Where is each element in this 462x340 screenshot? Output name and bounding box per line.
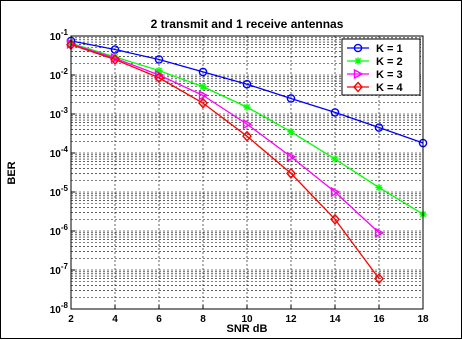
y-tick-label: 10-2 xyxy=(50,67,69,82)
data-point-k1 xyxy=(198,67,208,77)
data-point-k4 xyxy=(198,97,208,109)
y-tick-exponent: -3 xyxy=(61,106,69,115)
star-stroke xyxy=(375,184,383,191)
y-tick-label: 10-4 xyxy=(50,145,69,160)
y-tick-base: 10 xyxy=(50,149,62,160)
data-point-k1 xyxy=(330,108,340,117)
y-tick-base: 10 xyxy=(50,32,62,43)
y-tick-base: 10 xyxy=(50,188,62,199)
y-tick-label: 10-3 xyxy=(50,106,69,121)
legend: K = 1K = 2K = 3K = 4 xyxy=(341,38,421,96)
series-line-k1 xyxy=(70,40,424,144)
y-tick-label: 10-7 xyxy=(50,262,69,277)
data-point-k3 xyxy=(286,151,297,162)
data-point-k4 xyxy=(110,53,120,66)
legend-label: K = 2 xyxy=(376,56,403,68)
series-line-k3 xyxy=(70,43,380,234)
data-point-k4 xyxy=(242,130,252,142)
data-point-k2 xyxy=(331,155,339,163)
y-tick-exponent: -2 xyxy=(61,67,69,76)
x-tick-label: 8 xyxy=(200,314,206,325)
y-tick-exponent: -5 xyxy=(61,184,69,193)
y-tick-exponent: -4 xyxy=(61,145,69,154)
chart-title: 2 transmit and 1 receive antennas xyxy=(151,17,344,31)
y-tick-label: 10-1 xyxy=(50,28,69,43)
y-tick-exponent: -7 xyxy=(61,262,69,271)
data-point-k4 xyxy=(286,167,296,179)
x-tick-label: 18 xyxy=(417,314,429,325)
y-tick-exponent: -6 xyxy=(61,223,69,232)
legend-label: K = 1 xyxy=(376,43,403,55)
y-tick-label: 10-5 xyxy=(50,184,69,199)
data-point-k4 xyxy=(154,72,164,84)
y-tick-exponent: -8 xyxy=(61,301,69,310)
data-point-k1 xyxy=(286,94,296,103)
x-tick-label: 12 xyxy=(285,314,297,325)
data-point-k2 xyxy=(375,183,383,192)
series-line-k4 xyxy=(70,44,380,280)
data-point-k2 xyxy=(287,128,295,136)
x-tick-label: 2 xyxy=(68,314,74,325)
y-tick-label: 10-6 xyxy=(50,223,69,238)
star-stroke xyxy=(243,104,251,111)
y-tick-label: 10-8 xyxy=(50,301,69,316)
star-stroke xyxy=(331,155,339,163)
data-point-k4 xyxy=(330,213,340,225)
data-point-k1 xyxy=(374,123,384,132)
data-point-k3 xyxy=(374,227,385,238)
data-point-k3 xyxy=(198,90,209,101)
x-axis-label: SNR dB xyxy=(227,323,268,335)
legend-label: K = 3 xyxy=(376,69,403,81)
y-tick-base: 10 xyxy=(50,110,62,121)
data-point-k2 xyxy=(199,83,207,91)
legend-marker xyxy=(354,57,362,65)
data-point-k1 xyxy=(110,45,120,54)
legend-marker xyxy=(353,81,363,93)
data-point-k2 xyxy=(243,103,251,111)
y-ticks: 10-110-210-310-410-510-610-710-8 xyxy=(50,28,75,316)
x-ticks: 2 4 6 8 10 12 14 16 18 xyxy=(68,305,429,325)
star-stroke xyxy=(354,57,362,65)
data-point-k1 xyxy=(242,79,252,89)
legend-marker xyxy=(353,68,364,80)
y-tick-exponent: -1 xyxy=(61,28,69,37)
y-axis-label: BER xyxy=(6,161,18,184)
data-point-k1 xyxy=(154,55,164,64)
series-group xyxy=(66,36,428,285)
x-tick-label: 10 xyxy=(241,314,253,325)
legend-label: K = 4 xyxy=(376,82,403,94)
y-tick-base: 10 xyxy=(50,305,62,316)
y-tick-base: 10 xyxy=(50,266,62,277)
x-tick-label: 16 xyxy=(373,314,385,325)
data-point-k4 xyxy=(374,273,384,285)
star-stroke xyxy=(199,83,207,90)
legend-marker xyxy=(353,43,363,53)
x-tick-label: 4 xyxy=(112,314,118,325)
x-tick-label: 14 xyxy=(329,314,341,325)
data-point-k3 xyxy=(330,186,341,198)
data-point-k3 xyxy=(242,118,253,130)
x-tick-label: 6 xyxy=(156,314,162,325)
y-tick-base: 10 xyxy=(50,227,62,238)
y-tick-base: 10 xyxy=(50,71,62,82)
star-stroke xyxy=(287,128,295,135)
